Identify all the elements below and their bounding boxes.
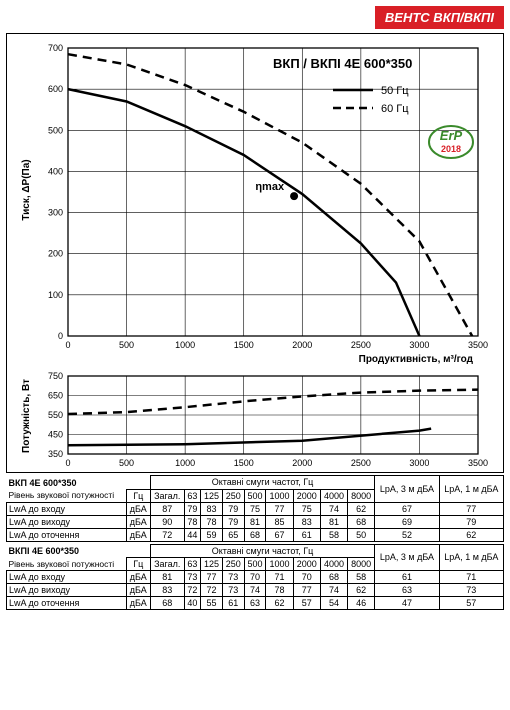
brand-header: ВЕНТС ВКП/ВКПІ	[375, 6, 504, 29]
svg-text:500: 500	[48, 125, 63, 135]
svg-text:1000: 1000	[175, 340, 195, 350]
svg-text:Тиск, ΔР(Па): Тиск, ΔР(Па)	[21, 159, 32, 220]
svg-text:650: 650	[48, 391, 63, 401]
svg-text:350: 350	[48, 449, 63, 459]
svg-text:1500: 1500	[234, 340, 254, 350]
performance-charts: 0500100015002000250030003500010020030040…	[13, 40, 497, 470]
svg-text:750: 750	[48, 371, 63, 381]
svg-text:ErP: ErP	[440, 128, 463, 143]
svg-text:200: 200	[48, 249, 63, 259]
svg-text:300: 300	[48, 208, 63, 218]
svg-text:60 Гц: 60 Гц	[381, 103, 409, 115]
svg-text:450: 450	[48, 430, 63, 440]
svg-text:700: 700	[48, 43, 63, 53]
svg-text:600: 600	[48, 84, 63, 94]
svg-text:100: 100	[48, 290, 63, 300]
svg-text:0: 0	[58, 331, 63, 341]
svg-text:550: 550	[48, 410, 63, 420]
svg-text:ηmax: ηmax	[255, 181, 285, 193]
svg-text:0: 0	[65, 458, 70, 468]
svg-text:3500: 3500	[468, 458, 488, 468]
svg-text:500: 500	[119, 458, 134, 468]
svg-text:400: 400	[48, 166, 63, 176]
svg-text:2018: 2018	[441, 144, 461, 154]
svg-text:0: 0	[65, 340, 70, 350]
svg-text:2000: 2000	[292, 458, 312, 468]
svg-text:2000: 2000	[292, 340, 312, 350]
svg-text:1000: 1000	[175, 458, 195, 468]
svg-text:3000: 3000	[409, 340, 429, 350]
acoustic-tables: ВКП 4Е 600*350 Октавні смуги частот, Гц …	[6, 475, 504, 610]
svg-text:Потужність, Вт: Потужність, Вт	[21, 379, 32, 453]
svg-text:2500: 2500	[351, 458, 371, 468]
svg-text:50 Гц: 50 Гц	[381, 85, 409, 97]
svg-text:3500: 3500	[468, 340, 488, 350]
svg-text:Продуктивність, м³/год: Продуктивність, м³/год	[359, 354, 474, 365]
chart-container: 0500100015002000250030003500010020030040…	[6, 33, 504, 473]
svg-text:ВКП / ВКПІ 4Е 600*350: ВКП / ВКПІ 4Е 600*350	[273, 56, 412, 71]
svg-text:3000: 3000	[409, 458, 429, 468]
svg-text:2500: 2500	[351, 340, 371, 350]
svg-text:500: 500	[119, 340, 134, 350]
svg-text:1500: 1500	[234, 458, 254, 468]
